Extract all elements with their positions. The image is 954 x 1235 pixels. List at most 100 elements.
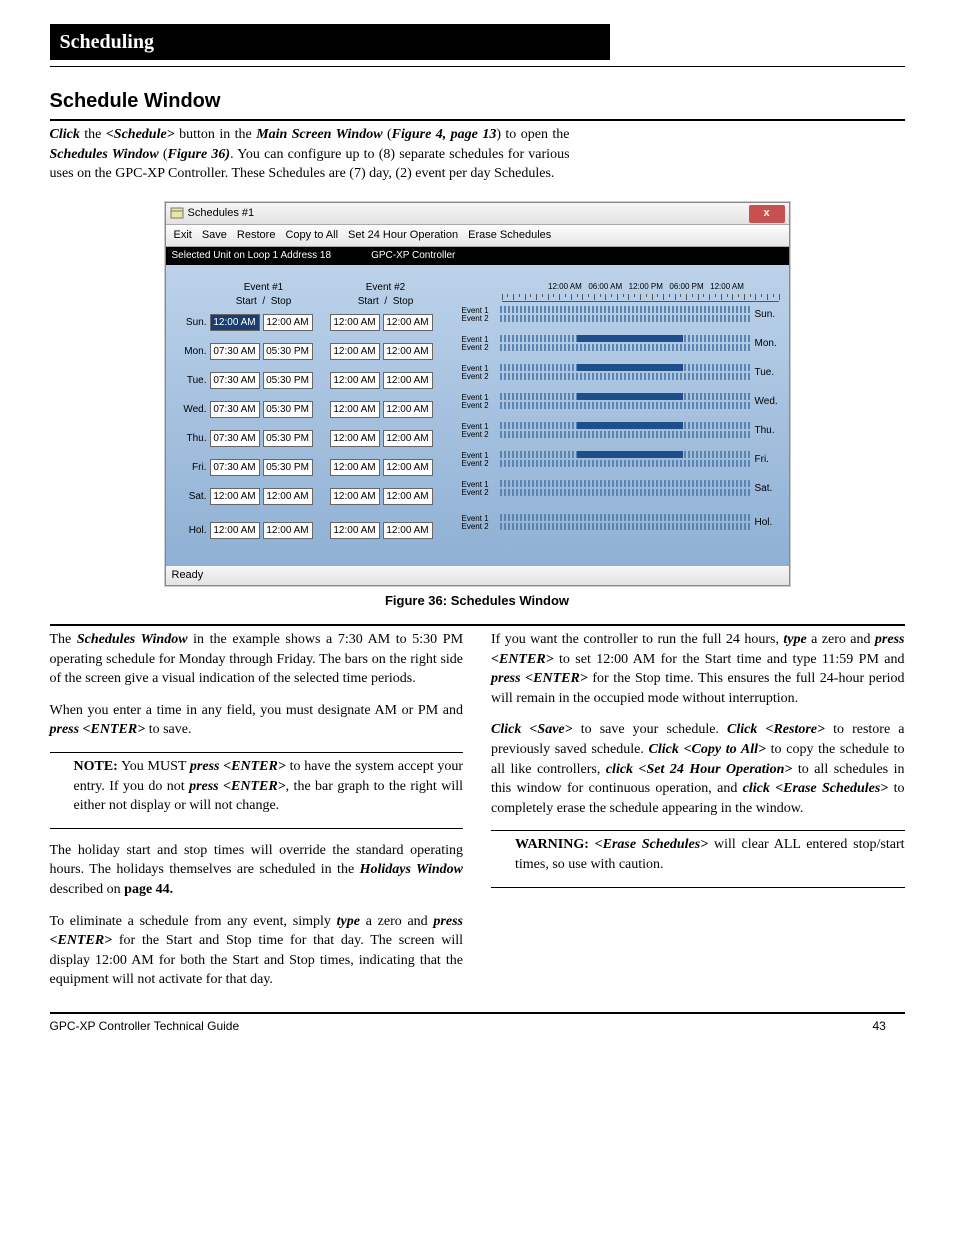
event2-stop-input[interactable]: 12:00 AM — [383, 459, 433, 476]
event1-stop-input[interactable]: 05:30 PM — [263, 459, 313, 476]
menu-exit[interactable]: Exit — [174, 228, 192, 243]
timeline-bar — [500, 422, 751, 440]
window-title: Schedules #1 — [188, 206, 255, 221]
timeline-row: Event 1Event 2Hol. — [462, 513, 779, 533]
event1-stop-input[interactable]: 05:30 PM — [263, 343, 313, 360]
schedule-row: Hol.12:00 AM12:00 AM12:00 AM12:00 AM — [176, 521, 450, 541]
event-labels: Event 1Event 2 — [462, 515, 500, 531]
day-label: Sat. — [176, 490, 210, 504]
event-labels: Event 1Event 2 — [462, 452, 500, 468]
day-label: Thu. — [176, 432, 210, 446]
menu-copy-to-all[interactable]: Copy to All — [285, 228, 338, 243]
timeline-bar — [500, 451, 751, 469]
day-label: Tue. — [176, 374, 210, 388]
event2-bar — [500, 431, 751, 438]
event1-start-input[interactable]: 12:00 AM — [210, 488, 260, 505]
section-rule — [50, 119, 905, 121]
timeline-bar — [500, 393, 751, 411]
page-header: Scheduling — [60, 28, 154, 56]
menu-erase[interactable]: Erase Schedules — [468, 228, 551, 243]
event2-start-input[interactable]: 12:00 AM — [330, 522, 380, 539]
event1-stop-input[interactable]: 05:30 PM — [263, 430, 313, 447]
footer-title: GPC-XP Controller Technical Guide — [50, 1018, 240, 1035]
event1-start-input[interactable]: 07:30 AM — [210, 430, 260, 447]
event1-start-input[interactable]: 07:30 AM — [210, 459, 260, 476]
schedule-row: Tue.07:30 AM05:30 PM 12:00 AM12:00 AM — [176, 371, 450, 391]
day-label-right: Thu. — [751, 424, 779, 438]
event2-start-input[interactable]: 12:00 AM — [330, 401, 380, 418]
day-label-right: Fri. — [751, 453, 779, 467]
event2-start-input[interactable]: 12:00 AM — [330, 488, 380, 505]
event1-bar — [500, 306, 751, 313]
event2-bar — [500, 344, 751, 351]
event-labels: Event 1Event 2 — [462, 481, 500, 497]
menu-restore[interactable]: Restore — [237, 228, 276, 243]
schedule-row: Thu.07:30 AM05:30 PM 12:00 AM12:00 AM — [176, 429, 450, 449]
event1-start-input[interactable]: 07:30 AM — [210, 343, 260, 360]
address-left: Selected Unit on Loop 1 Address 18 — [172, 249, 332, 263]
day-label-right: Tue. — [751, 366, 779, 380]
event2-stop-input[interactable]: 12:00 AM — [383, 343, 433, 360]
occupied-segment — [577, 422, 682, 429]
figure-caption: Figure 36: Schedules Window — [50, 592, 905, 610]
event1-start-input[interactable]: 12:00 AM — [210, 522, 260, 539]
event2-stop-input[interactable]: 12:00 AM — [383, 430, 433, 447]
timeline-bar — [500, 306, 751, 324]
event2-stop-input[interactable]: 12:00 AM — [383, 401, 433, 418]
event2-bar — [500, 373, 751, 380]
event-labels: Event 1Event 2 — [462, 336, 500, 352]
event1-stop-input[interactable]: 12:00 AM — [263, 314, 313, 331]
event2-bar — [500, 460, 751, 467]
schedule-row: Wed.07:30 AM05:30 PM12:00 AM12:00 AM — [176, 400, 450, 420]
event2-bar — [500, 523, 751, 530]
event2-stop-input[interactable]: 12:00 AM — [383, 522, 433, 539]
event2-start-input[interactable]: 12:00 AM — [330, 372, 380, 389]
event2-bar — [500, 315, 751, 322]
close-icon: x — [763, 206, 769, 221]
event2-start-input[interactable]: 12:00 AM — [330, 430, 380, 447]
timeline-bar — [500, 364, 751, 382]
timeline-bar — [500, 514, 751, 532]
event-labels: Event 1Event 2 — [462, 423, 500, 439]
event1-bar — [500, 480, 751, 487]
event2-start-input[interactable]: 12:00 AM — [330, 343, 380, 360]
left-column: The Schedules Window in the example show… — [50, 630, 464, 1002]
event2-start-input[interactable]: 12:00 AM — [330, 314, 380, 331]
event2-stop-input[interactable]: 12:00 AM — [383, 314, 433, 331]
window-icon — [170, 206, 184, 220]
mid-rule — [50, 624, 905, 626]
event1-header: Event #1 — [210, 281, 318, 295]
page-number: 43 — [873, 1018, 905, 1035]
occupied-segment — [577, 451, 682, 458]
timeline-ticks — [502, 294, 779, 302]
event1-stop-input[interactable]: 05:30 PM — [263, 401, 313, 418]
day-label-right: Wed. — [751, 395, 779, 409]
event1-start-input[interactable]: 07:30 AM — [210, 372, 260, 389]
day-label-right: Mon. — [751, 337, 779, 351]
day-label: Hol. — [176, 524, 210, 538]
event1-stop-input[interactable]: 05:30 PM — [263, 372, 313, 389]
event1-start-input[interactable]: 07:30 AM — [210, 401, 260, 418]
menu-save[interactable]: Save — [202, 228, 227, 243]
occupied-segment — [577, 335, 682, 342]
status-bar: Ready — [166, 565, 789, 585]
timeline-row: Event 1Event 2 Wed. — [462, 392, 779, 412]
window-titlebar: Schedules #1 x — [166, 203, 789, 225]
right-column: If you want the controller to run the fu… — [491, 630, 905, 1002]
schedule-row: Mon.07:30 AM05:30 PM12:00 AM12:00 AM — [176, 342, 450, 362]
close-button[interactable]: x — [749, 205, 785, 223]
schedule-row: Sun.12:00 AM12:00 AM12:00 AM12:00 AM — [176, 313, 450, 333]
event2-stop-input[interactable]: 12:00 AM — [383, 372, 433, 389]
event-labels: Event 1Event 2 — [462, 394, 500, 410]
event2-stop-input[interactable]: 12:00 AM — [383, 488, 433, 505]
timeline-row: Event 1Event 2Sat. — [462, 479, 779, 499]
menu-set-24h[interactable]: Set 24 Hour Operation — [348, 228, 458, 243]
header-rule — [50, 66, 905, 67]
event1-stop-input[interactable]: 12:00 AM — [263, 488, 313, 505]
event1-bar — [500, 514, 751, 521]
address-right: GPC-XP Controller — [371, 249, 455, 263]
event1-stop-input[interactable]: 12:00 AM — [263, 522, 313, 539]
day-label: Sun. — [176, 316, 210, 330]
event2-start-input[interactable]: 12:00 AM — [330, 459, 380, 476]
event1-start-input[interactable]: 12:00 AM — [210, 314, 260, 331]
